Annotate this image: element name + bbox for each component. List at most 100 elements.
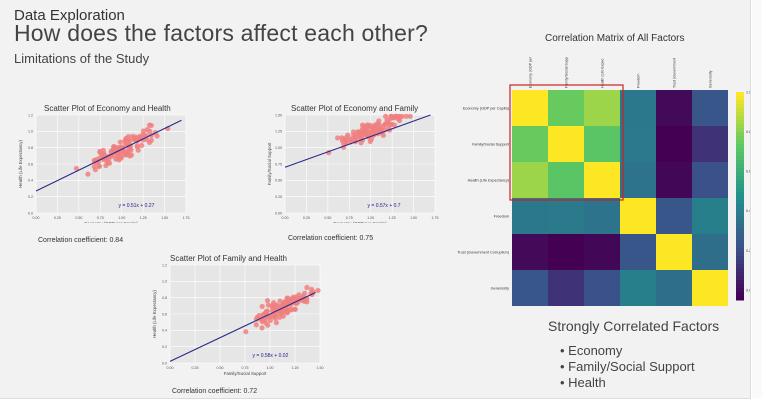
scatter-point: [140, 128, 147, 134]
y-tick-label: 0.50: [275, 179, 282, 183]
heatmap-cell: [584, 90, 620, 126]
x-tick-label: 1.25: [292, 366, 299, 370]
heatmap-cell: [584, 234, 620, 270]
scatter-point: [146, 122, 153, 128]
colorbar-segment: [736, 160, 744, 165]
colorbar-tick-label: 0.4: [746, 209, 750, 213]
scatter-point: [85, 171, 91, 177]
colorbar-segment: [736, 260, 744, 265]
scatter-point: [376, 121, 382, 127]
heatmap-cell: [584, 198, 620, 234]
scatter-point: [73, 165, 80, 172]
heatmap-cell: [548, 234, 584, 270]
colorbar-segment: [736, 184, 744, 189]
colorbar-segment: [736, 148, 744, 153]
scatter-point: [355, 130, 361, 136]
colorbar-segment: [736, 136, 744, 141]
x-tick-label: 0.00: [282, 216, 289, 220]
correlation-matrix-heatmap: Economy (GDP per Capita) Family/Social Su…: [457, 56, 750, 306]
colorbar-segment: [736, 220, 744, 225]
plot-title: Scatter Plot of Economy and Health: [44, 104, 171, 113]
colorbar-tick-label: 0.8: [746, 130, 750, 134]
scatter-point: [368, 130, 374, 136]
heatmap-cell: [656, 270, 692, 306]
column-label: Trust (Government: [673, 58, 677, 88]
scatter-plot-family-health: Scatter Plot of Family and Health 0.00 0.…: [148, 253, 348, 377]
y-axis-label: Health (Life Expectancy): [152, 290, 157, 338]
vertical-scrollbar[interactable]: [752, 0, 762, 398]
y-tick-label: 1.25: [275, 130, 282, 134]
x-tick-label: 0.75: [346, 216, 353, 220]
colorbar-segment: [736, 248, 744, 253]
summary-item-family: Family/Social Support: [560, 359, 694, 374]
slide-title: How does the factors affect each other?: [14, 20, 428, 46]
correlation-coefficient-3: Correlation coefficient: 0.72: [172, 388, 258, 395]
scatter-point: [372, 124, 378, 130]
scatter-point: [290, 295, 296, 302]
colorbar-segment: [736, 132, 744, 137]
heatmap-cell: [620, 162, 656, 198]
heatmap-cell: [620, 126, 656, 162]
colorbar-segment: [736, 240, 744, 245]
colorbar-segment: [736, 288, 744, 293]
heatmap-cell: [512, 90, 548, 126]
x-tick-label: 0.00: [167, 366, 174, 370]
colorbar-segment: [736, 124, 744, 129]
colorbar-segment: [736, 104, 744, 109]
heatmap-cell: [692, 90, 728, 126]
colorbar-segment: [736, 100, 744, 105]
x-tick-label: 0.00: [33, 216, 40, 220]
heatmap-cell: [512, 126, 548, 162]
colorbar-segment: [736, 168, 744, 173]
colorbar-segment: [736, 208, 744, 213]
scatter-point: [264, 297, 271, 304]
scatter-point: [272, 305, 278, 311]
heatmap-cell: [548, 90, 584, 126]
scatter-point: [154, 133, 160, 139]
scatter-point: [134, 143, 140, 149]
y-axis-label: Family/Social Support: [267, 142, 272, 185]
x-tick-label: 1.00: [367, 216, 374, 220]
colorbar-segment: [736, 252, 744, 257]
heatmap-cell: [584, 270, 620, 306]
scatter-point: [350, 129, 357, 135]
slide-subtitle: Limitations of the Study: [14, 51, 150, 66]
colorbar-segment: [736, 176, 744, 181]
colorbar-segment: [736, 156, 744, 161]
y-tick-label: 1.00: [275, 146, 282, 150]
scatter-point: [243, 329, 249, 335]
scatter-point: [389, 121, 395, 127]
heatmap-cell: [584, 162, 620, 198]
colorbar-segment: [736, 296, 744, 301]
heatmap-cell: [512, 198, 548, 234]
colorbar-segment: [736, 108, 744, 113]
scatter-point: [403, 113, 409, 119]
scatter-point: [148, 137, 154, 143]
heatmap-cell: [584, 126, 620, 162]
regression-line: [35, 119, 182, 192]
heatmap-cell: [656, 126, 692, 162]
y-tick-label: 0.0: [162, 361, 167, 365]
y-tick-label: 0.0: [28, 211, 33, 215]
scatter-point: [341, 136, 347, 142]
scatter-point: [92, 167, 98, 173]
regression-line: [284, 114, 431, 168]
y-tick-label: 0.25: [275, 195, 282, 199]
scatter-point: [304, 284, 310, 291]
heatmap-cell: [548, 162, 584, 198]
x-tick-label: 1.25: [140, 216, 147, 220]
colorbar-segment: [736, 180, 744, 185]
scatter-point: [334, 135, 341, 141]
heatmap-cell: [620, 198, 656, 234]
column-label: Health (Life Expec: [601, 58, 605, 88]
row-label: Economy (GDP per Capita): [463, 107, 510, 111]
x-tick-label: 0.75: [242, 366, 249, 370]
colorbar-segment: [736, 292, 744, 297]
x-tick-label: 0.50: [217, 366, 224, 370]
heatmap-cell: [656, 234, 692, 270]
scatter-point: [136, 135, 142, 141]
heatmap-cell: [692, 270, 728, 306]
x-tick-label: 1.75: [183, 216, 190, 220]
colorbar-segment: [736, 128, 744, 133]
colorbar-segment: [736, 244, 744, 249]
